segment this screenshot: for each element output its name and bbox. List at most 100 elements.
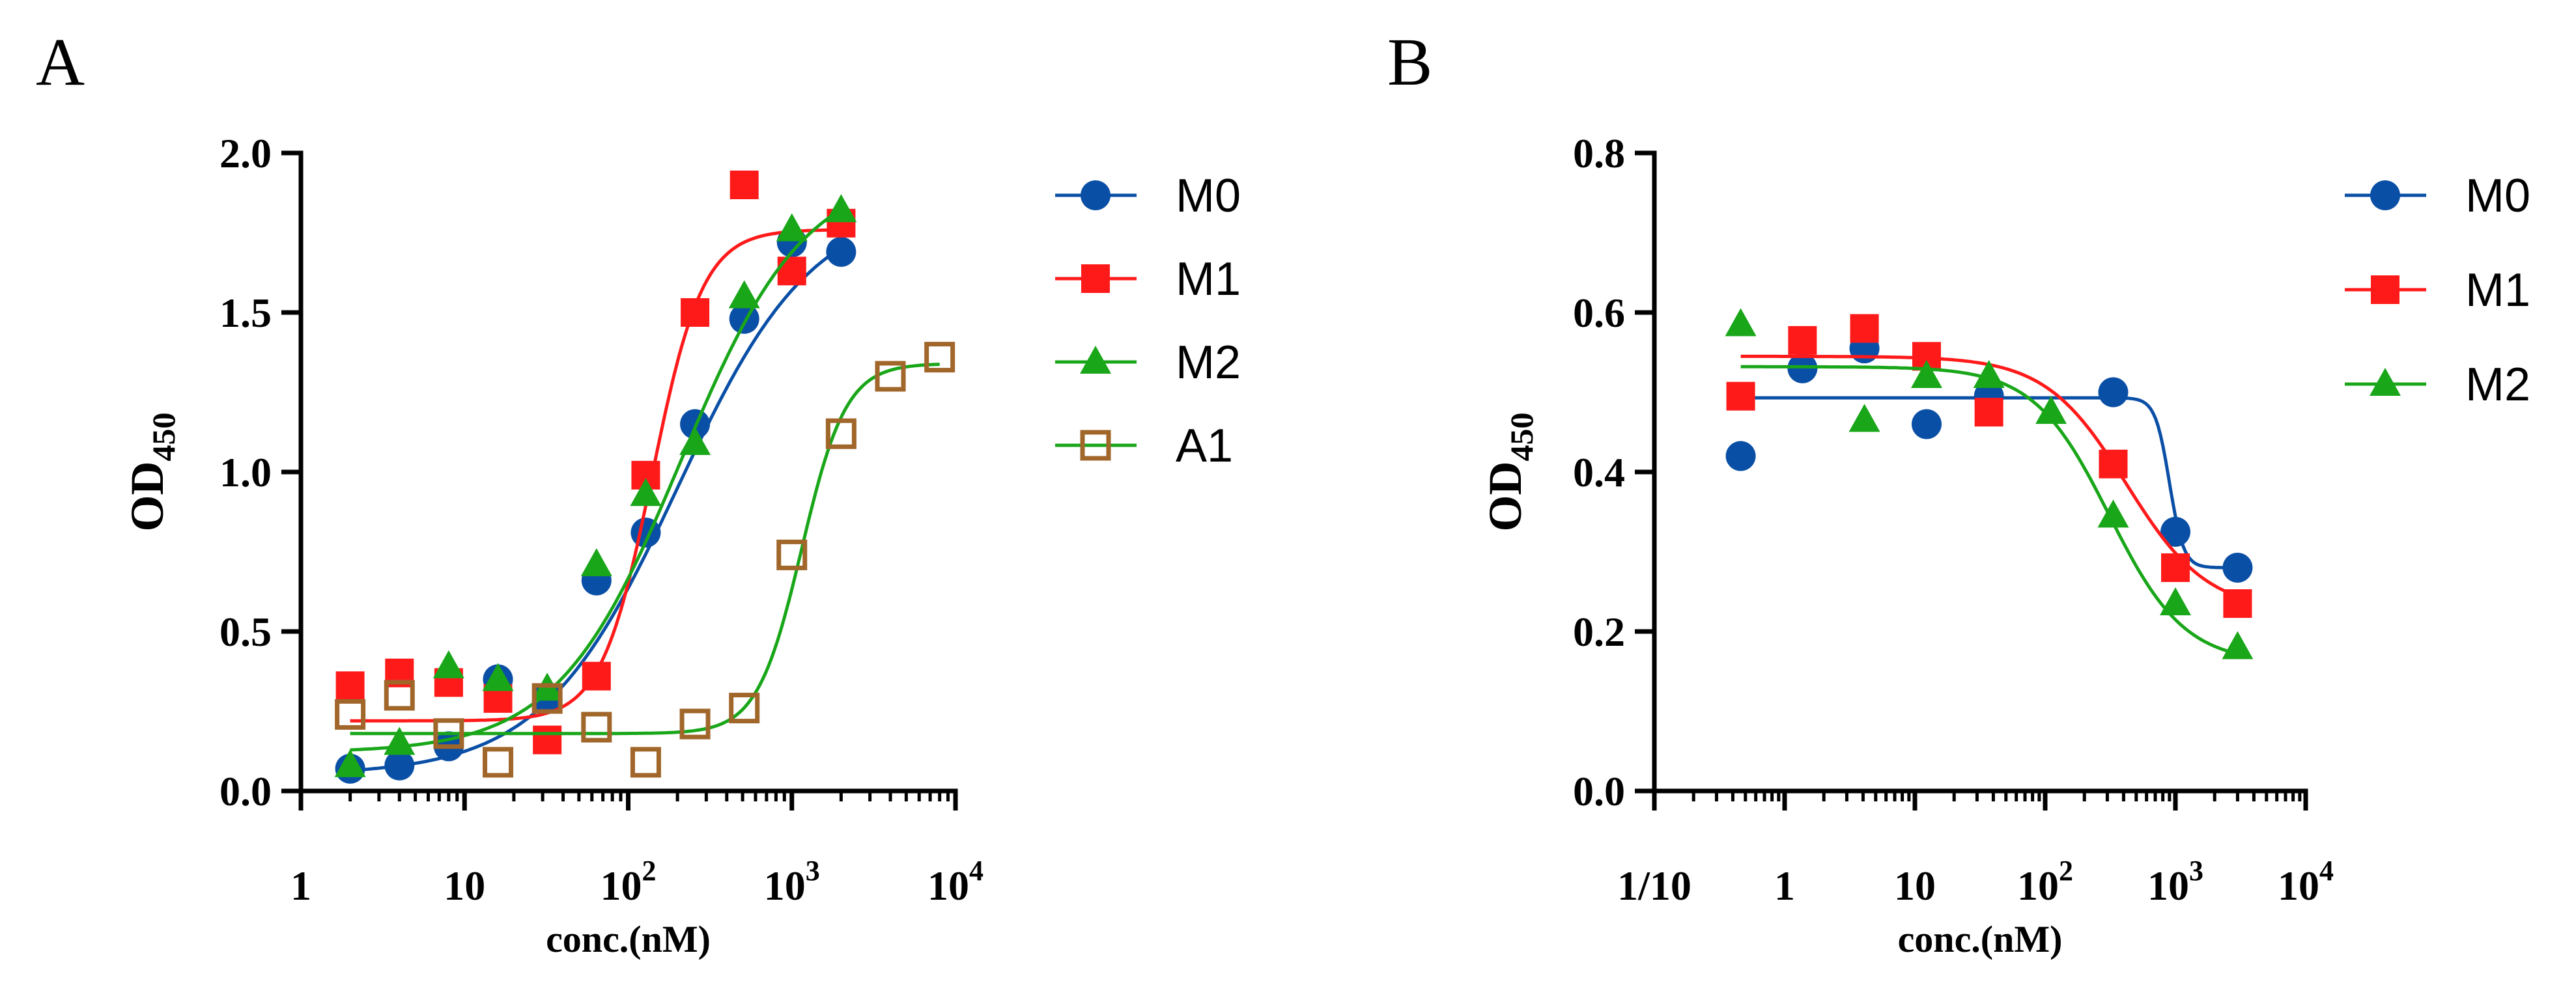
data-point-M0 (1911, 409, 1942, 439)
data-point-A1 (875, 361, 906, 392)
legend-entry-M2: M2 (1055, 337, 1241, 389)
data-point-A1 (531, 683, 563, 714)
legend-entry-M1: M1 (1055, 253, 1241, 305)
panel-label: A (36, 25, 85, 100)
x-tick-label: 102 (2017, 855, 2073, 909)
legend-marker-M0 (1081, 180, 1111, 210)
legend-entry-M1: M1 (2345, 264, 2530, 316)
data-point-M1 (2099, 449, 2128, 478)
data-point-M0 (2098, 377, 2129, 408)
data-point-A1 (581, 712, 612, 743)
x-tick-label: 10 (1894, 863, 1936, 909)
data-point-M1 (1788, 326, 1817, 355)
data-point-M2 (1848, 404, 1880, 432)
x-axis-title: conc.(nM) (1898, 918, 2063, 960)
data-point-M1 (1726, 381, 1755, 411)
data-point-M2 (630, 478, 662, 506)
fit-curve-M0 (350, 246, 842, 772)
data-point-M2 (1725, 308, 1757, 337)
data-point-M2 (482, 663, 514, 691)
y-tick-label: 0.8 (1573, 130, 1625, 176)
x-tick-label: 10 (444, 863, 485, 909)
data-point-M1 (777, 256, 806, 286)
x-tick-label: 102 (601, 855, 657, 909)
x-tick-label: 1/10 (1617, 863, 1691, 909)
panel-b: B 0.0 0.2 0.4 0.6 0.8 1/10 1 10 102 103 104 conc.(nM… (1387, 25, 2530, 960)
data-point-M2 (2035, 396, 2067, 424)
legend-label: M2 (1176, 337, 1241, 389)
legend-marker-M1 (2371, 275, 2399, 304)
data-point-M0 (2160, 516, 2190, 547)
data-point-M2 (825, 194, 857, 223)
legend-label: M1 (1176, 253, 1241, 305)
fit-curve-A1 (350, 363, 940, 736)
x-tick-label: 103 (764, 855, 820, 909)
x-tick-label: 103 (2147, 855, 2203, 909)
data-point-A1 (825, 418, 856, 449)
data-point-M1 (681, 298, 710, 327)
data-point-M2 (1910, 360, 1942, 388)
axes: 0.0 0.2 0.4 0.6 0.8 1/10 1 10 102 103 104 (1573, 130, 2334, 909)
y-tick-label: 0.0 (219, 768, 272, 814)
y-tick-label: 0.4 (1573, 449, 1625, 495)
panel-label: B (1387, 25, 1432, 100)
legend-entry-A1: A1 (1055, 420, 1233, 472)
data-point-A1 (630, 747, 661, 778)
data-point-M1 (533, 725, 562, 755)
legend-label: M1 (2465, 264, 2530, 316)
x-tick-label: 104 (927, 855, 984, 909)
data-point-A1 (483, 747, 514, 778)
legend-entry-M2: M2 (2345, 359, 2530, 411)
x-tick-label: 1 (290, 863, 311, 909)
x-tick-label: 104 (2278, 855, 2334, 909)
data-point-M2 (728, 280, 760, 309)
data-point-M0 (826, 236, 856, 267)
legend-label: M2 (2465, 359, 2530, 411)
y-tick-label: 1.5 (219, 290, 272, 336)
series-M2 (334, 194, 857, 777)
series-M1 (335, 171, 856, 755)
data-point-A1 (433, 718, 464, 749)
data-point-M0 (384, 750, 415, 781)
fit-curve-M1 (350, 228, 842, 723)
axes: 0.0 0.5 1.0 1.5 2.0 1 10 102 103 104 (219, 130, 984, 909)
y-tick-label: 0.0 (1573, 768, 1625, 814)
legend-marker-A1 (1080, 430, 1111, 461)
legend-label: A1 (1176, 420, 1233, 472)
y-tick-label: 1.0 (219, 449, 272, 495)
data-point-A1 (384, 680, 415, 711)
data-point-M1 (2223, 589, 2252, 618)
legend-marker-M2 (2370, 368, 2401, 396)
data-point-M1 (582, 661, 611, 691)
data-point-M2 (679, 426, 711, 455)
legend-marker-M1 (1081, 264, 1110, 293)
series-M2 (1725, 308, 2254, 659)
data-point-M2 (1973, 360, 2005, 388)
data-point-A1 (924, 342, 955, 373)
y-tick-label: 0.5 (219, 609, 272, 655)
data-point-M2 (580, 548, 612, 577)
legend-label: M0 (2465, 170, 2530, 222)
data-point-M2 (384, 727, 416, 755)
y-axis-title: OD450 (121, 413, 182, 532)
data-point-A1 (729, 693, 760, 724)
x-tick-label: 1 (1774, 863, 1795, 909)
fit-curve-M2 (350, 208, 842, 752)
data-point-M0 (2222, 553, 2253, 583)
data-point-M2 (432, 650, 464, 678)
y-axis-title: OD450 (1479, 413, 1540, 532)
data-point-A1 (335, 699, 366, 730)
data-point-M2 (2222, 631, 2254, 659)
panel-a: A 0.0 0.5 1.0 1.5 2.0 1 10 102 103 104 conc.(nM) OD4… (36, 25, 1241, 960)
data-point-M1 (335, 671, 365, 700)
data-point-A1 (776, 539, 808, 570)
legend-entry-M0: M0 (2345, 170, 2530, 222)
data-point-M2 (2160, 587, 2191, 616)
legend-marker-M2 (1080, 346, 1111, 374)
data-point-M1 (1974, 398, 2003, 427)
y-tick-label: 2.0 (219, 130, 272, 176)
legend-label: M0 (1176, 170, 1241, 222)
legend-entry-M0: M0 (1055, 170, 1241, 222)
x-axis-title: conc.(nM) (546, 918, 711, 960)
